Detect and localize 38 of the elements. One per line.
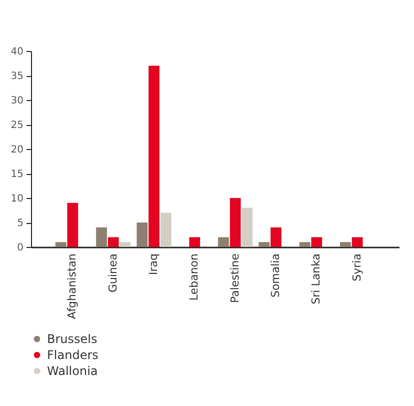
bar	[352, 237, 363, 247]
bar	[270, 227, 282, 247]
x-tick-label: Guinea	[106, 254, 120, 293]
y-tick-label: 0	[17, 242, 24, 254]
legend-label: Brussels	[47, 332, 98, 346]
y-tick-label: 15	[10, 169, 24, 180]
bar	[148, 66, 160, 247]
x-tick-label: Palestine	[228, 253, 242, 304]
bar	[242, 208, 253, 247]
bar	[299, 242, 310, 247]
x-tick-label: Syria	[350, 254, 364, 282]
x-tick-label: Sri Lanka	[310, 254, 323, 304]
bar	[160, 212, 172, 247]
y-tick-label: 5	[17, 218, 24, 229]
x-tick-label: Afghanistan	[66, 253, 79, 319]
bar	[55, 242, 66, 247]
y-tick-label: 35	[10, 71, 24, 82]
x-tick-label: Lebanon	[188, 253, 201, 301]
bar	[136, 222, 148, 247]
bar	[230, 198, 241, 247]
bar	[189, 237, 200, 247]
bar	[96, 227, 107, 247]
bar	[67, 202, 78, 247]
y-tick-label: 30	[10, 96, 24, 106]
bar	[311, 237, 322, 247]
bar	[340, 242, 351, 247]
legend-label: Flanders	[47, 348, 98, 362]
y-tick-label: 40	[10, 46, 24, 58]
y-tick-label: 20	[10, 144, 24, 156]
bar	[258, 242, 270, 247]
x-tick-label: Iraq	[147, 254, 160, 275]
bar	[218, 237, 229, 247]
bar	[120, 242, 131, 247]
legend-label: Wallonia	[47, 364, 98, 378]
y-tick-label: 25	[10, 120, 24, 131]
bar	[108, 237, 119, 247]
y-tick-label: 10	[10, 194, 24, 204]
x-tick-label: Somalia	[268, 254, 282, 298]
